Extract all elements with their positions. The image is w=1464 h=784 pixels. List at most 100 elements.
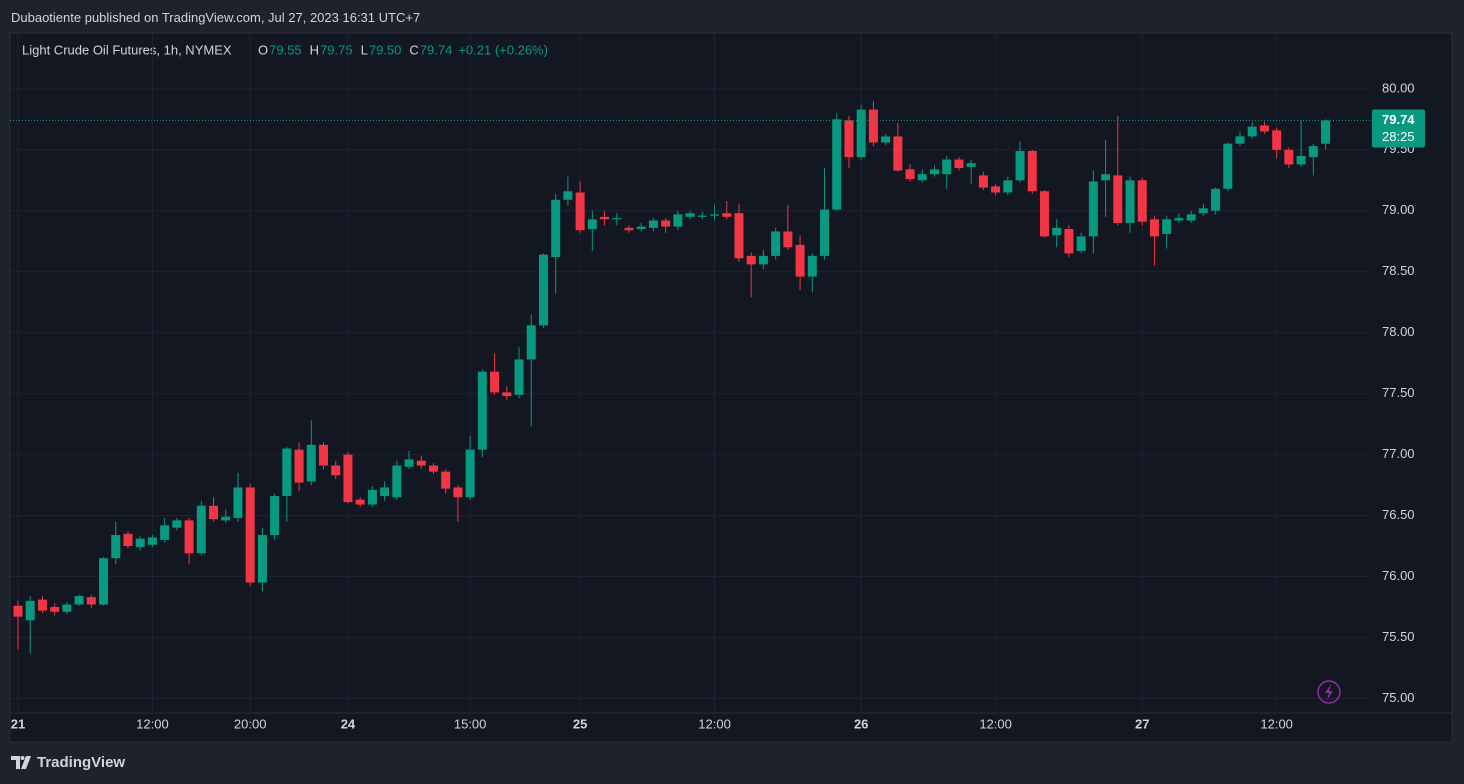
candle-body: [917, 174, 927, 181]
candle-body: [62, 604, 72, 612]
candle-body: [991, 186, 1001, 193]
candle-body: [319, 444, 328, 466]
candle-body: [978, 175, 988, 188]
last-price-label: 79.74: [1382, 112, 1415, 127]
candle-body: [1174, 218, 1184, 221]
candle-body: [844, 120, 854, 158]
candle-body: [1198, 208, 1208, 214]
x-tick-label: 20:00: [234, 716, 267, 731]
candle-body: [1284, 149, 1294, 165]
candle-body: [257, 535, 267, 583]
candle-body: [1064, 229, 1074, 254]
alert-icon[interactable]: [1317, 680, 1341, 704]
candle-body: [783, 231, 793, 248]
last-price-tag: [1372, 109, 1425, 148]
candle-body: [37, 599, 47, 611]
x-tick-label: 25: [573, 716, 587, 731]
candle-body: [710, 214, 720, 216]
candle-body: [233, 487, 243, 518]
candle-body: [832, 119, 842, 210]
legend-value: 79.55: [269, 42, 302, 57]
brand-text: TradingView: [37, 754, 126, 771]
candle-body: [404, 459, 414, 467]
candle-body: [184, 520, 194, 554]
candle-body: [697, 215, 707, 217]
candle-body: [758, 255, 768, 265]
candle-body: [1321, 120, 1331, 144]
candle-body: [172, 520, 182, 528]
legend-key: C: [409, 42, 418, 57]
x-tick-label: 24: [341, 716, 356, 731]
x-tick-label: 12:00: [136, 716, 169, 731]
candle-body: [355, 499, 365, 505]
candle-body: [135, 538, 145, 548]
candle-body: [453, 487, 463, 498]
candle-body: [392, 465, 402, 498]
candle-body: [367, 489, 377, 505]
candle-body: [209, 505, 219, 520]
candle-body: [416, 460, 426, 466]
candle-body: [1137, 180, 1147, 222]
candle-body: [856, 109, 866, 158]
candle-body: [1162, 219, 1172, 234]
candle-body: [282, 448, 292, 497]
candle-body: [477, 371, 487, 450]
candle-body: [624, 227, 634, 231]
alert-bolt: [1325, 684, 1333, 700]
candle-body: [13, 605, 23, 617]
candle-body: [661, 220, 671, 227]
candle-body: [123, 533, 133, 546]
candle-body: [600, 216, 610, 220]
candle-body: [636, 226, 646, 230]
candle-body: [1027, 151, 1037, 192]
y-tick-label: 78.00: [1382, 324, 1415, 339]
y-tick-label: 77.00: [1382, 446, 1415, 461]
candle-body: [868, 109, 878, 143]
x-tick-label: 12:00: [698, 716, 731, 731]
candle-body: [1125, 180, 1135, 223]
candle-body: [160, 525, 170, 540]
candle-body: [1186, 214, 1196, 221]
legend-value: 79.75: [320, 42, 353, 57]
candle-body: [746, 255, 756, 265]
candle-body: [1296, 155, 1306, 165]
candle-body: [807, 255, 817, 277]
candle-body: [575, 192, 585, 231]
candle-body: [1015, 151, 1025, 181]
y-tick-label: 77.50: [1382, 385, 1415, 400]
candle-body: [673, 214, 683, 227]
legend-key: L: [361, 42, 368, 57]
publisher-line: Dubaotiente published on TradingView.com…: [11, 10, 421, 25]
candle-body: [685, 213, 695, 217]
y-tick-label: 79.00: [1382, 202, 1415, 217]
candle-body: [147, 537, 157, 545]
candle-body: [551, 199, 561, 258]
candle-body: [734, 213, 744, 259]
candle-body: [795, 244, 805, 277]
candle-body: [306, 444, 316, 482]
candle-body: [490, 371, 500, 393]
candle-body: [538, 254, 548, 326]
candle-body: [502, 392, 512, 397]
x-tick-label: 27: [1135, 716, 1149, 731]
legend-key: H: [310, 42, 319, 57]
y-tick-label: 75.00: [1382, 690, 1415, 705]
candle-body: [1259, 125, 1269, 132]
candle-body: [966, 163, 976, 167]
legend-key: O: [258, 42, 268, 57]
candle-body: [587, 219, 597, 230]
candle-body: [881, 136, 891, 143]
candle-body: [1272, 130, 1282, 150]
candle-body: [905, 169, 915, 180]
x-tick-label: 26: [854, 716, 868, 731]
candle-body: [820, 209, 830, 256]
candle-body: [331, 465, 341, 476]
candle-body: [1235, 136, 1245, 144]
candle-body: [441, 471, 451, 489]
candle-body: [74, 595, 84, 605]
brand: TradingView: [11, 754, 125, 771]
candle-body: [1113, 175, 1123, 223]
y-tick-label: 80.00: [1382, 80, 1415, 95]
legend-change: +0.21 (+0.26%): [458, 42, 548, 57]
